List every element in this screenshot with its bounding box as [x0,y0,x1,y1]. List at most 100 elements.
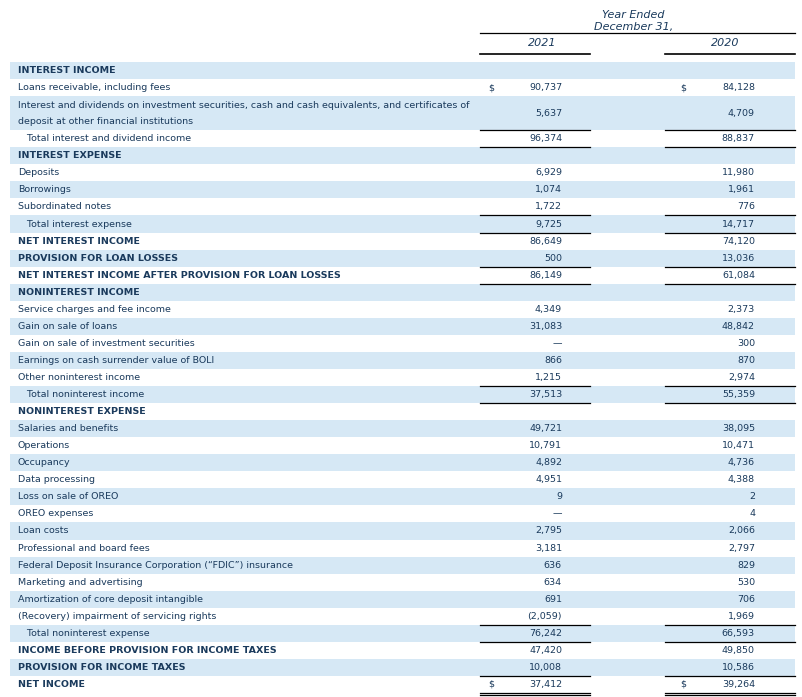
Bar [10,284,794,301]
Text: 530: 530 [736,578,754,587]
Bar [10,676,794,693]
Text: INCOME BEFORE PROVISION FOR INCOME TAXES: INCOME BEFORE PROVISION FOR INCOME TAXES [18,646,276,655]
Text: Gain on sale of loans: Gain on sale of loans [18,322,117,331]
Text: 4,388: 4,388 [727,475,754,484]
Text: Total interest and dividend income: Total interest and dividend income [18,135,191,144]
Text: Marketing and advertising: Marketing and advertising [18,578,143,587]
Text: 66,593: 66,593 [721,629,754,638]
Text: 48,842: 48,842 [721,322,754,331]
Bar [10,62,794,79]
Text: Amortization of core deposit intangible: Amortization of core deposit intangible [18,595,203,604]
Bar [10,574,794,590]
Text: —: — [552,339,561,348]
Text: Subordinated notes: Subordinated notes [18,202,111,211]
Text: 55,359: 55,359 [721,390,754,399]
Text: 4: 4 [748,510,754,519]
Text: 4,736: 4,736 [727,458,754,467]
Text: Total noninterest income: Total noninterest income [18,390,144,399]
Text: Borrowings: Borrowings [18,185,71,194]
Text: Year Ended: Year Ended [602,10,664,20]
Text: Occupancy: Occupancy [18,458,71,467]
Text: $: $ [488,680,493,689]
Text: 1,215: 1,215 [534,373,561,382]
Text: Deposits: Deposits [18,169,59,177]
Text: 84,128: 84,128 [721,83,754,92]
Text: 14,717: 14,717 [721,220,754,229]
Bar [10,369,794,386]
Text: 37,412: 37,412 [529,680,561,689]
Text: 2,974: 2,974 [727,373,754,382]
Text: 634: 634 [543,578,561,587]
Bar [10,539,794,557]
Text: 90,737: 90,737 [529,83,561,92]
Text: 47,420: 47,420 [529,646,561,655]
Text: —: — [552,510,561,519]
Text: 76,242: 76,242 [529,629,561,638]
Bar [10,96,794,130]
Text: 4,892: 4,892 [534,458,561,467]
Bar [10,335,794,352]
Text: 866: 866 [543,356,561,365]
Bar [10,386,794,403]
Bar [10,181,794,199]
Text: 691: 691 [543,595,561,604]
Text: 5,637: 5,637 [534,109,561,118]
Bar [10,233,794,250]
Bar [10,505,794,523]
Text: Federal Deposit Insurance Corporation (“FDIC”) insurance: Federal Deposit Insurance Corporation (“… [18,560,293,569]
Bar [10,625,794,642]
Bar [10,608,794,625]
Text: Interest and dividends on investment securities, cash and cash equivalents, and : Interest and dividends on investment sec… [18,101,469,110]
Text: December 31,: December 31, [593,22,672,32]
Text: 86,649: 86,649 [529,236,561,245]
Bar [10,403,794,420]
Text: 4,951: 4,951 [534,475,561,484]
Bar [10,489,794,505]
Text: Total interest expense: Total interest expense [18,220,132,229]
Text: Other noninterest income: Other noninterest income [18,373,140,382]
Bar [10,352,794,369]
Text: 1,074: 1,074 [534,185,561,194]
Bar [10,454,794,471]
Text: 10,586: 10,586 [721,663,754,672]
Text: Loans receivable, including fees: Loans receivable, including fees [18,83,170,92]
Text: 1,961: 1,961 [727,185,754,194]
Text: PROVISION FOR LOAN LOSSES: PROVISION FOR LOAN LOSSES [18,254,178,263]
Bar [10,437,794,454]
Text: $: $ [679,83,685,92]
Bar [10,147,794,164]
Text: 2,373: 2,373 [727,305,754,314]
Text: 74,120: 74,120 [721,236,754,245]
Text: 6,929: 6,929 [534,169,561,177]
Text: 49,721: 49,721 [529,424,561,433]
Text: Earnings on cash surrender value of BOLI: Earnings on cash surrender value of BOLI [18,356,214,365]
Text: 4,349: 4,349 [534,305,561,314]
Bar [10,250,794,267]
Text: OREO expenses: OREO expenses [18,510,93,519]
Text: 11,980: 11,980 [721,169,754,177]
Text: Total noninterest expense: Total noninterest expense [18,629,149,638]
Text: NONINTEREST INCOME: NONINTEREST INCOME [18,288,140,297]
Text: 31,083: 31,083 [528,322,561,331]
Bar [10,130,794,147]
Text: 9,725: 9,725 [534,220,561,229]
Text: INTEREST EXPENSE: INTEREST EXPENSE [18,151,121,160]
Text: 37,513: 37,513 [528,390,561,399]
Text: 1,969: 1,969 [727,612,754,621]
Text: Loan costs: Loan costs [18,526,68,535]
Bar [10,267,794,284]
Text: 2,795: 2,795 [534,526,561,535]
Bar [10,164,794,181]
Text: Operations: Operations [18,441,70,450]
Text: 870: 870 [736,356,754,365]
Text: 4,709: 4,709 [727,109,754,118]
Text: 13,036: 13,036 [721,254,754,263]
Bar [10,659,794,676]
Text: 88,837: 88,837 [721,135,754,144]
Text: NONINTEREST EXPENSE: NONINTEREST EXPENSE [18,407,146,416]
Text: 829: 829 [736,560,754,569]
Text: 9: 9 [555,492,561,501]
Text: INTEREST INCOME: INTEREST INCOME [18,66,115,75]
Text: 86,149: 86,149 [529,270,561,279]
Text: PROVISION FOR INCOME TAXES: PROVISION FOR INCOME TAXES [18,663,185,672]
